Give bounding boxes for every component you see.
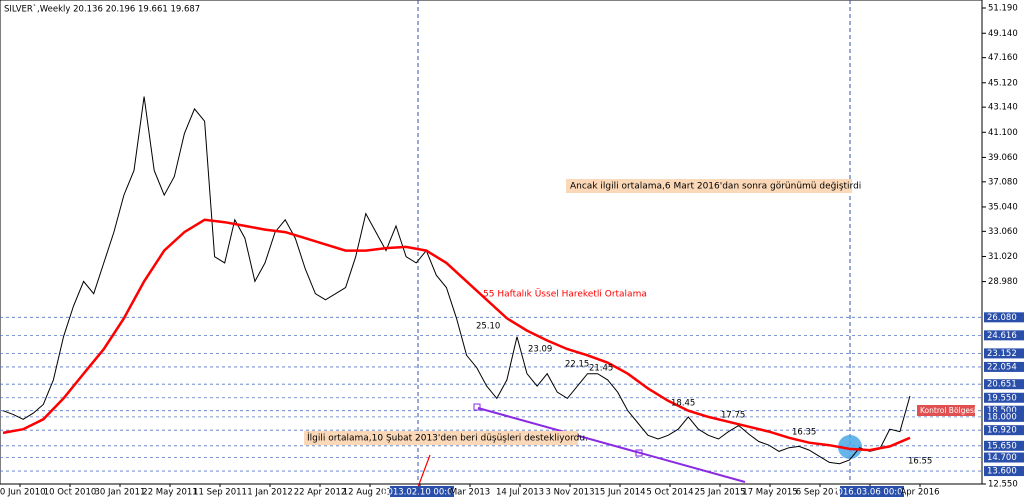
x-tick-label: Apr 2016 xyxy=(900,488,939,498)
level-label: 15.650 xyxy=(987,441,1017,451)
x-tick-label: 10 Oct 2010 xyxy=(44,488,97,498)
peak-label: 16.55 xyxy=(908,457,932,467)
level-label-bg xyxy=(984,440,1024,451)
chart-title: SILVER`,Weekly 20.136 20.196 19.661 19.6… xyxy=(4,4,200,15)
annotation: Kontrol Bölgesi xyxy=(920,406,976,415)
peak-label: 17.75 xyxy=(721,411,745,421)
x-tick-label: 22 May 2011 xyxy=(142,488,197,498)
level-label-bg xyxy=(984,348,1024,359)
annotation: 55 Haftalık Üssel Hareketli Ortalama xyxy=(483,289,647,300)
level-label-bg xyxy=(984,392,1024,403)
y-tick-label: 51.190 xyxy=(988,4,1018,14)
x-tick-label: Mar 2013 xyxy=(450,488,490,498)
level-label-bg xyxy=(984,452,1024,463)
peak-label: 25.10 xyxy=(476,322,500,332)
level-label: 22.054 xyxy=(987,362,1017,372)
trendline xyxy=(477,407,746,483)
series-line xyxy=(2,96,911,465)
x-tick-label: 12 Aug 2012 xyxy=(343,488,397,498)
y-tick-label: 37.080 xyxy=(988,177,1018,187)
peak-label: 18.45 xyxy=(671,399,695,409)
y-tick-label: 41.100 xyxy=(988,128,1018,138)
x-tick-label: 2016.03.06 00:00 xyxy=(832,488,908,498)
plot-area xyxy=(0,0,983,485)
peak-label: 22.15 xyxy=(565,360,589,370)
y-tick-label: 35.040 xyxy=(988,202,1018,212)
series-line xyxy=(2,218,911,452)
y-tick-label: 49.140 xyxy=(988,29,1018,39)
y-tick-label: 31.020 xyxy=(988,252,1018,262)
x-tick-label: 11 Sep 2011 xyxy=(193,488,247,498)
x-tick-label: 1 Jan 2012 xyxy=(247,488,293,498)
level-label: 16.920 xyxy=(987,426,1017,436)
x-tick-label: 5 Oct 2014 xyxy=(646,488,693,498)
note-box xyxy=(917,405,975,416)
y-tick-label: 28.980 xyxy=(988,277,1018,287)
peak-label: 23.09 xyxy=(528,345,552,355)
level-label: 19.550 xyxy=(987,393,1017,403)
y-tick-label: 33.060 xyxy=(988,227,1018,237)
level-label: 14.700 xyxy=(987,453,1017,463)
level-label-bg xyxy=(984,411,1024,422)
grid xyxy=(0,316,982,472)
level-label: 26.080 xyxy=(987,313,1017,323)
x-tick-label: 6 Sep 2015 xyxy=(796,488,844,498)
note-box xyxy=(304,431,578,445)
y-tick-label: 43.140 xyxy=(988,103,1018,113)
x-tick-label: 25 Jan 2015 xyxy=(695,488,746,498)
arrow xyxy=(417,454,431,488)
level-label-bg xyxy=(984,379,1024,390)
level-label-bg xyxy=(984,405,1024,416)
note-box xyxy=(566,179,852,193)
level-label: 13.600 xyxy=(987,467,1017,477)
x-tick-label: 30 Jan 2011 xyxy=(95,488,146,498)
level-label-bg xyxy=(984,425,1024,436)
x-tick-label: 22 Apr 2012 xyxy=(294,488,347,498)
level-label: 18.500 xyxy=(987,406,1017,416)
x-tick-label: 20 Jun 2010 xyxy=(0,488,46,498)
trend-point xyxy=(473,403,481,411)
x-tick-label: 15 Jun 2014 xyxy=(594,488,645,498)
level-label-bg xyxy=(984,361,1024,372)
peak-label: 16.35 xyxy=(792,428,816,438)
x-label-bg xyxy=(840,486,904,497)
level-label-bg xyxy=(984,330,1024,341)
level-label: 23.152 xyxy=(987,349,1017,359)
level-label: 24.616 xyxy=(987,331,1017,341)
peak-label: 21.45 xyxy=(589,364,613,374)
annotation: İlgili ortalama,10 Şubat 2013'den beri d… xyxy=(307,433,588,444)
y-tick-label: 39.060 xyxy=(988,153,1018,163)
x-tick-label: 2013.02.10 00:00 xyxy=(382,488,458,498)
x-tick-label: 17 May 2015 xyxy=(742,488,797,498)
x-label-bg xyxy=(390,486,454,497)
level-label-bg xyxy=(984,312,1024,323)
level-label: 18.000 xyxy=(987,412,1017,422)
y-tick-label: 12.550 xyxy=(988,480,1018,490)
level-label-bg xyxy=(984,466,1024,477)
y-tick-label: 47.160 xyxy=(988,53,1018,63)
series-group xyxy=(2,96,911,465)
x-tick-label: 14 Jul 2013 xyxy=(496,488,544,498)
highlight-circle xyxy=(838,435,862,459)
annotation: Ancak ilgili ortalama,6 Mart 2016'dan so… xyxy=(570,182,861,192)
level-label: 20.651 xyxy=(987,380,1017,390)
trend-point xyxy=(635,449,643,457)
y-tick-label: 45.120 xyxy=(988,78,1018,88)
x-tick-label: 3 Nov 2013 xyxy=(545,488,594,498)
